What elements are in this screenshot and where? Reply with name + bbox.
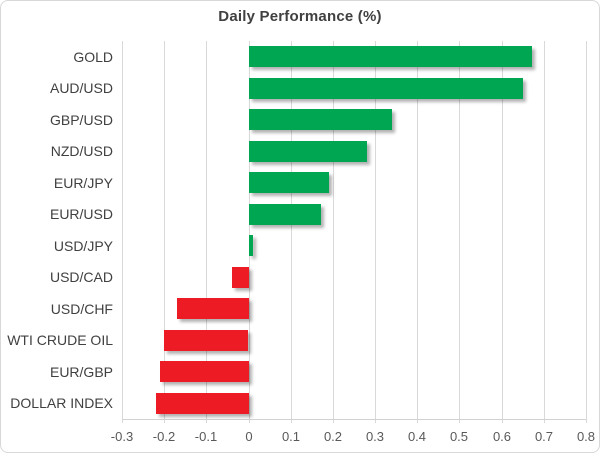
chart-title: Daily Performance (%) [218, 8, 382, 25]
gridline [586, 41, 587, 423]
category-label-usd-chf: USD/CHF [50, 300, 113, 317]
category-label-gbp-usd: GBP/USD [49, 111, 113, 128]
category-label-usd-jpy: USD/JPY [53, 237, 113, 254]
bar-eur-jpy [249, 172, 329, 193]
gridline [249, 41, 250, 423]
bar-usd-cad [232, 267, 249, 288]
category-label-nzd-usd: NZD/USD [50, 143, 113, 160]
gridline [206, 41, 207, 423]
bar-usd-jpy [249, 235, 253, 256]
x-tick-label: 0.4 [407, 429, 427, 444]
x-tick-label: -0.3 [110, 429, 134, 444]
category-label-gold: GOLD [73, 48, 113, 65]
x-tick-label: -0.2 [152, 429, 176, 444]
bar-eur-usd [249, 204, 321, 225]
gridline [164, 41, 165, 423]
gridline [122, 41, 123, 423]
category-label-eur-jpy: EUR/JPY [53, 174, 113, 191]
category-label-eur-gbp: EUR/GBP [49, 363, 113, 380]
gridline [544, 41, 545, 423]
x-tick-label: -0.1 [194, 429, 218, 444]
gridline [333, 41, 334, 423]
x-tick-label: 0.8 [576, 429, 596, 444]
bar-eur-gbp [160, 361, 249, 382]
bar-gold [249, 46, 532, 67]
gridline [502, 41, 503, 423]
category-label-wti-crude-oil: WTI CRUDE OIL [7, 332, 113, 349]
category-label-dollar-index: DOLLAR INDEX [10, 395, 113, 412]
x-tick-label: 0.3 [365, 429, 385, 444]
category-label-usd-cad: USD/CAD [49, 269, 113, 286]
x-tick-label: 0.7 [534, 429, 554, 444]
bar-wti-crude-oil [164, 330, 248, 351]
bar-aud-usd [249, 78, 523, 99]
x-tick-label: 0.1 [281, 429, 301, 444]
bar-dollar-index [156, 393, 249, 414]
bar-gbp-usd [249, 109, 392, 130]
gridline [375, 41, 376, 423]
x-tick-label: 0.5 [449, 429, 469, 444]
gridline [417, 41, 418, 423]
x-tick-label: 0 [245, 429, 253, 444]
x-axis-line [122, 419, 586, 420]
category-label-eur-usd: EUR/USD [49, 206, 113, 223]
bar-usd-chf [177, 298, 249, 319]
category-label-aud-usd: AUD/USD [49, 80, 113, 97]
x-tick-label: 0.2 [323, 429, 343, 444]
gridline [291, 41, 292, 423]
bar-nzd-usd [249, 141, 367, 162]
gridline [459, 41, 460, 423]
x-tick-label: 0.6 [492, 429, 512, 444]
